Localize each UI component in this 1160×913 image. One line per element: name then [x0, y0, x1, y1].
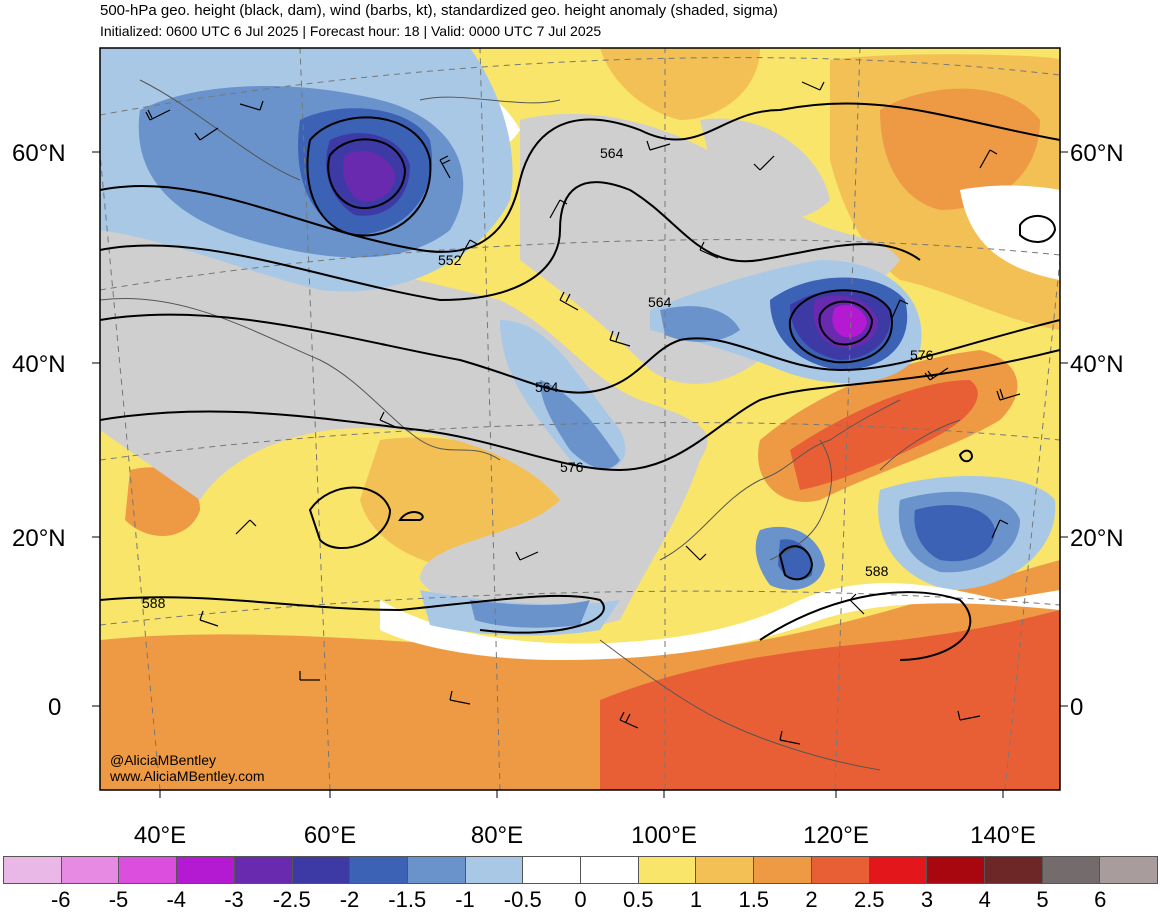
map-subtitle: Initialized: 0600 UTC 6 Jul 2025 | Forec… [100, 23, 602, 39]
lon-label: 80°E [471, 822, 523, 849]
colorbar [3, 856, 1158, 884]
coastlines [100, 79, 961, 771]
colorbar-tick-label: 2 [805, 887, 818, 912]
lon-label: 60°E [304, 822, 356, 849]
colorbar-tick-label: -1 [455, 887, 475, 912]
wind-barbs [145, 81, 1021, 745]
credit-handle: @AliciaMBentley [110, 752, 216, 768]
contour-labels: 564 552 564 564 576 576 588 588 [142, 145, 934, 611]
colorbar-tick-label: 1.5 [738, 887, 770, 912]
colorbar-swatch [638, 857, 697, 883]
map-frame [99, 47, 1061, 791]
colorbar-swatch [581, 857, 639, 883]
colorbar-swatch [696, 857, 755, 883]
lat-label-left: 60°N [12, 140, 66, 167]
colorbar-swatch [927, 857, 985, 883]
height-contours [100, 102, 1060, 661]
lat-label-left: 20°N [12, 525, 66, 552]
contour-label: 564 [648, 294, 672, 310]
colorbar-tick-label: 0 [574, 887, 587, 912]
lon-label: 40°E [134, 822, 186, 849]
map-title: 500-hPa geo. height (black, dam), wind (… [100, 2, 778, 19]
contour-label: 576 [910, 347, 934, 363]
lon-labels: 40°E 60°E 80°E 100°E 120°E 140°E [134, 822, 1036, 849]
colorbar-tick-label: 2.5 [853, 887, 885, 912]
colorbar-tick-label: 4 [978, 887, 991, 912]
colorbar-swatch [119, 857, 178, 883]
colorbar-tick-label: -5 [108, 887, 129, 912]
colorbar-swatch [869, 857, 928, 883]
lat-label-right: 0 [1070, 694, 1083, 721]
credit-website: www.AliciaMBentley.com [109, 768, 265, 784]
colorbar-tick-label: -2 [339, 887, 360, 912]
colorbar-swatch [350, 857, 408, 883]
colorbar-swatch [1042, 857, 1101, 883]
colorbar-tick-label: -4 [166, 887, 187, 912]
lat-label-right: 20°N [1070, 525, 1124, 552]
colorbar-swatch [754, 857, 812, 883]
colorbar-tick-label: -6 [50, 887, 71, 912]
colorbar-ticks: -6 -5 -4 -3 -2.5 -2 -1.5 -1 -0.5 0 0.5 1 1.5 2 2.5 3 4 5 6 [0, 887, 1160, 913]
lat-label-left: 0 [48, 694, 61, 721]
contour-label: 564 [535, 379, 559, 395]
colorbar-swatch [4, 857, 62, 883]
colorbar-tick-label: -3 [224, 887, 244, 912]
map-ticks [92, 151, 1068, 798]
lat-label-right: 60°N [1070, 140, 1124, 167]
contour-label: 588 [865, 563, 889, 579]
colorbar-tick-label: -1.5 [388, 887, 427, 912]
anomaly-shading [100, 48, 1060, 790]
lat-labels: 60°N 40°N 20°N 0 60°N 40°N 20°N 0 [12, 140, 1124, 721]
colorbar-swatch [523, 857, 582, 883]
lon-label: 100°E [631, 822, 697, 849]
colorbar-swatch [811, 857, 870, 883]
colorbar-swatch [61, 857, 120, 883]
lon-label: 140°E [970, 822, 1036, 849]
graticule [100, 48, 1060, 790]
lat-label-right: 40°N [1070, 351, 1124, 378]
contour-label: 564 [600, 145, 624, 161]
lat-label-left: 40°N [12, 351, 66, 378]
credits: @AliciaMBentley www.AliciaMBentley.com [109, 752, 265, 784]
colorbar-swatch [984, 857, 1043, 883]
colorbar-tick-label: -2.5 [272, 887, 311, 912]
colorbar-tick-label: 6 [1094, 887, 1107, 912]
colorbar-swatch [407, 857, 466, 883]
colorbar-tick-label: 3 [920, 887, 934, 912]
colorbar-swatch [292, 857, 351, 883]
lon-label: 120°E [803, 822, 869, 849]
contour-label: 588 [142, 595, 166, 611]
colorbar-swatch [234, 857, 293, 883]
colorbar-tick-label: 0.5 [622, 887, 654, 912]
colorbar-tick-label: 1 [689, 887, 703, 912]
contour-label: 552 [438, 252, 462, 268]
colorbar-swatch [465, 857, 524, 883]
colorbar-tick-label: -0.5 [503, 887, 542, 912]
colorbar-swatch [1100, 857, 1158, 883]
colorbar-swatch [177, 857, 235, 883]
contour-label: 576 [560, 459, 584, 475]
colorbar-tick-label: 5 [1036, 887, 1049, 912]
